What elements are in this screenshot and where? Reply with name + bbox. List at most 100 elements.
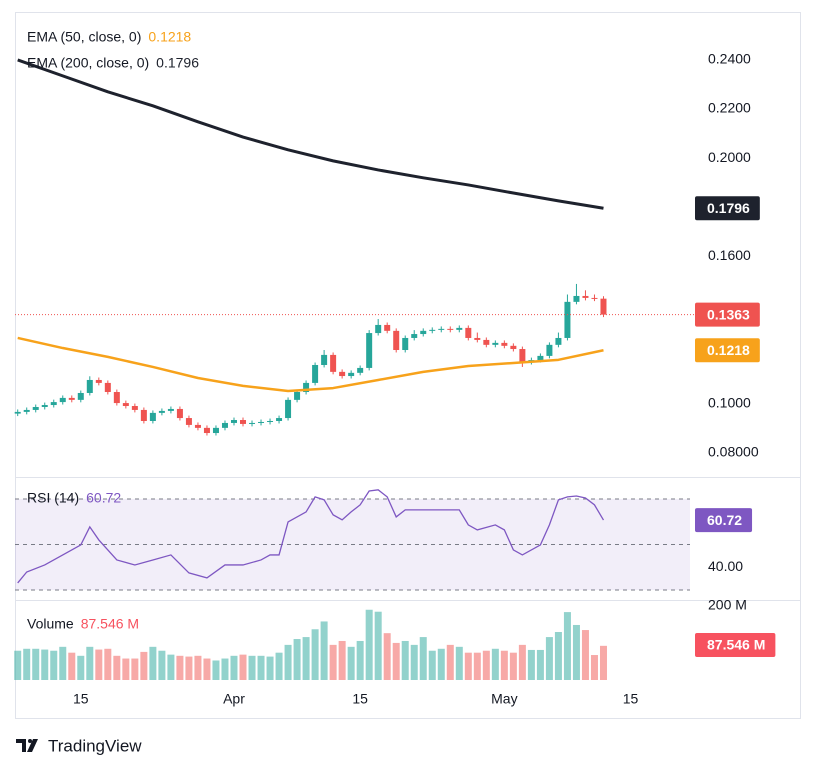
- volume-bar: [446, 644, 454, 680]
- candle-body: [456, 327, 463, 330]
- x-tick-label: 15: [623, 691, 639, 707]
- volume-bar: [302, 637, 310, 680]
- y-tick-label: 0.2000: [708, 149, 751, 165]
- volume-bar: [401, 640, 409, 680]
- volume-bar: [338, 640, 346, 680]
- legend-name: RSI (14): [27, 490, 79, 506]
- candle-body: [375, 324, 382, 334]
- candle-body: [510, 345, 517, 350]
- volume-bar: [599, 645, 607, 680]
- y-tick-label: 0.2200: [708, 100, 751, 116]
- volume-bar: [374, 611, 382, 680]
- badge-bg: [695, 196, 760, 221]
- volume-bar: [230, 655, 238, 680]
- volume-bar: [41, 649, 49, 680]
- volume-bar: [536, 649, 544, 680]
- candle-body: [50, 402, 57, 406]
- candle-body: [483, 339, 490, 345]
- candle-body: [411, 334, 418, 338]
- candle-body: [582, 295, 589, 298]
- volume-bar: [221, 658, 229, 680]
- candle-body: [447, 328, 454, 330]
- ema-line: [17, 58, 604, 210]
- candle-body: [312, 364, 319, 383]
- candle-body: [221, 422, 228, 428]
- candle-body: [501, 342, 508, 346]
- volume-bar: [239, 654, 247, 680]
- candle-body: [203, 427, 210, 434]
- volume-bar: [572, 624, 580, 680]
- candle-body: [330, 354, 337, 372]
- badge-bg: [695, 633, 776, 657]
- candle-body: [77, 392, 84, 400]
- candle-body: [32, 406, 39, 410]
- volume-bar: [482, 650, 490, 680]
- candle-body: [303, 382, 310, 393]
- legend-value: 87.546 M: [81, 616, 139, 632]
- volume-bar: [32, 648, 40, 680]
- volume-bar: [167, 654, 175, 680]
- volume-bar: [113, 655, 121, 680]
- price-badge: 60.72: [695, 508, 753, 533]
- candle-body: [68, 397, 75, 400]
- candle-body: [194, 424, 201, 428]
- candle-body: [276, 418, 283, 421]
- badge-bg: [695, 302, 760, 327]
- volume-bar: [131, 658, 139, 680]
- x-tick-label: May: [491, 691, 517, 707]
- volume-bar: [347, 646, 355, 680]
- badge-label: 0.1796: [707, 200, 750, 216]
- candle-body: [591, 297, 598, 299]
- volume-bar: [419, 637, 427, 680]
- volume-bar: [293, 639, 301, 680]
- volume-bar: [68, 652, 76, 680]
- rsi-tick-label: 40.00: [708, 558, 743, 574]
- candle-body: [59, 397, 66, 403]
- volume-bar: [554, 632, 562, 680]
- badge-label: 87.546 M: [707, 637, 765, 653]
- legend-name: EMA (200, close, 0): [27, 55, 149, 71]
- volume-bar: [383, 633, 391, 680]
- candle-body: [555, 337, 562, 345]
- volume-bar: [428, 650, 436, 680]
- candle-body: [122, 403, 129, 407]
- badge-bg: [695, 508, 753, 533]
- candle-body: [366, 333, 373, 368]
- volume-bar: [104, 648, 112, 680]
- candle-body: [86, 379, 93, 393]
- volume-bar: [473, 652, 481, 680]
- candle-body: [573, 295, 580, 302]
- candle-body: [14, 411, 21, 414]
- x-tick-label: 15: [352, 691, 368, 707]
- volume-bar: [23, 648, 31, 680]
- volume-bar: [392, 642, 400, 680]
- volume-bar: [356, 640, 364, 680]
- candle-body: [393, 330, 400, 351]
- badge-label: 0.1363: [707, 306, 750, 322]
- candle-body: [519, 349, 526, 363]
- candle-body: [131, 406, 138, 410]
- volume-bar: [212, 660, 220, 680]
- volume-bar: [518, 644, 526, 680]
- candle-body: [402, 337, 409, 351]
- volume-bar: [329, 644, 337, 680]
- candle-body: [230, 420, 237, 423]
- candle-body: [474, 337, 481, 340]
- price-badge: 0.1796: [695, 196, 760, 221]
- volume-bar: [464, 652, 472, 680]
- volume-bar: [581, 630, 589, 680]
- badge-bg: [695, 338, 760, 363]
- x-tick-label: 15: [73, 691, 89, 707]
- candle-body: [321, 354, 328, 365]
- volume-bar: [14, 650, 22, 680]
- volume-bar: [257, 655, 265, 680]
- volume-bar: [185, 656, 193, 680]
- candle-body: [348, 372, 355, 377]
- candle-body: [240, 420, 247, 424]
- volume-bar: [527, 649, 535, 680]
- price-badge: 0.1363: [695, 302, 760, 327]
- volume-bar: [563, 612, 571, 680]
- candle-body: [104, 382, 111, 393]
